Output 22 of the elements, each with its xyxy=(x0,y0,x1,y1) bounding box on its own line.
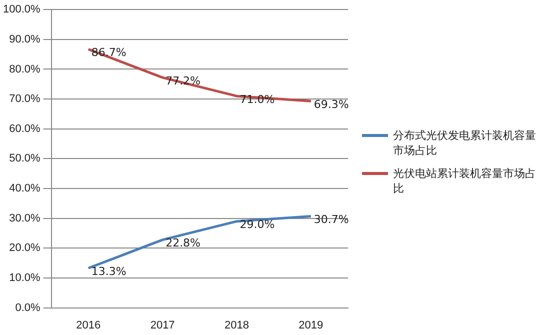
x-tick-label: 2019 xyxy=(298,319,324,332)
y-tick-label: 20.0% xyxy=(9,242,41,254)
data-label: 22.8% xyxy=(166,236,201,250)
x-tick-label: 2016 xyxy=(76,319,101,332)
y-tick-label: 90.0% xyxy=(9,33,41,46)
data-label: 29.0% xyxy=(240,218,275,232)
y-tick-label: 60.0% xyxy=(9,122,41,135)
y-tick-label: 80.0% xyxy=(9,63,41,76)
y-tick-label: 100.0% xyxy=(2,4,41,16)
legend-label: 分布式光伏发电累计装机容量市场占比 xyxy=(393,128,537,158)
data-label: 30.7% xyxy=(314,213,349,226)
x-tick-label: 2018 xyxy=(224,319,249,332)
data-label: 69.3% xyxy=(314,98,349,112)
y-tick-label: 30.0% xyxy=(9,212,41,224)
x-tick-label: 2017 xyxy=(150,319,175,332)
data-label: 13.3% xyxy=(91,265,126,278)
y-tick-label: 0.0% xyxy=(15,302,41,314)
y-tick-label: 70.0% xyxy=(9,93,41,106)
y-tick-label: 50.0% xyxy=(9,152,41,165)
legend-label: 光伏电站累计装机容量市场占比 xyxy=(393,166,537,196)
y-tick-label: 40.0% xyxy=(9,182,41,195)
y-tick-label: 10.0% xyxy=(9,272,41,284)
